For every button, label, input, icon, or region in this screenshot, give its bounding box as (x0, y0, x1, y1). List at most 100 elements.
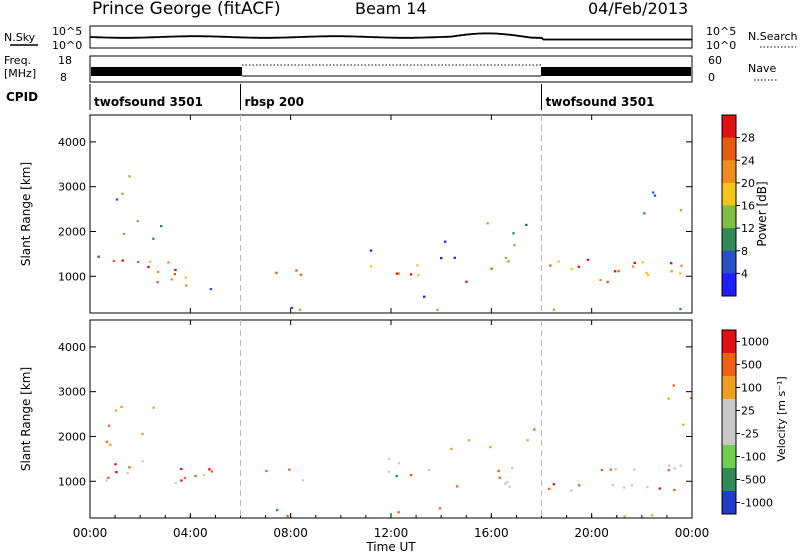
velocity-cell (265, 469, 268, 473)
power-cell (115, 198, 119, 201)
noise-right-bottom: 10^0 (706, 39, 736, 52)
power-cell (122, 232, 126, 236)
power-cell (486, 222, 489, 225)
y-tick-label: 2000 (58, 225, 86, 238)
velocity-cell (288, 468, 291, 471)
power-cell (552, 308, 556, 311)
velocity-cell (194, 474, 197, 478)
power-colorbar-swatch (722, 273, 736, 297)
x-axis-label: Time UT (365, 540, 416, 554)
velocity-colorbar: 1000 500 100 25 -25 -100 -500 -1000 (721, 329, 773, 515)
noise-right-top: 10^5 (706, 25, 736, 38)
power-colorbar-tick-label: 20 (741, 177, 755, 190)
x-tick-label: 08:00 (273, 526, 308, 540)
power-colorbar-tick-label: 12 (741, 222, 755, 235)
velocity-cell (672, 384, 675, 387)
velocity-cell (180, 479, 183, 482)
velocity-cell (107, 424, 111, 427)
velocity-colorbar-label: Velocity [m s⁻¹] (775, 376, 788, 461)
power-cell (652, 191, 655, 194)
power-cell (670, 270, 673, 273)
power-colorbar-label: Power [dB] (755, 181, 769, 246)
velocity-cell (630, 484, 634, 487)
y-tick-label: 2000 (58, 430, 86, 443)
power-cell (299, 273, 303, 276)
velocity-cell (120, 405, 123, 409)
x-tick-label: 00:00 (675, 526, 710, 540)
velocity-cell (202, 474, 206, 477)
velocity-cell (455, 485, 459, 488)
velocity-cell (690, 396, 693, 400)
velocity-cell (489, 446, 492, 449)
velocity-colorbar-swatch (722, 468, 736, 492)
power-cell (417, 274, 420, 277)
velocity-cell (174, 481, 177, 485)
velocity-cell (511, 466, 514, 470)
power-cell (557, 260, 560, 263)
cpid-mode-0: twofsound 3501 (94, 95, 203, 109)
velocity-cell (105, 479, 108, 482)
power-cell (613, 270, 617, 273)
power-cell (570, 267, 573, 271)
velocity-cell (210, 470, 214, 473)
velocity-colorbar-swatch (722, 491, 736, 515)
velocity-cell (438, 507, 442, 510)
velocity-colorbar-tick-label: 1000 (741, 336, 769, 349)
velocity-panel: 1000 2000 3000 4000 Slant Range [km] 1000 50… (19, 319, 788, 519)
x-tick-label: 00:00 (73, 526, 108, 540)
velocity-cell (397, 462, 401, 465)
power-cell (173, 273, 176, 276)
power-cell (641, 261, 644, 264)
power-cell (453, 256, 456, 259)
y-tick-label: 4000 (58, 136, 86, 149)
velocity-cell (548, 487, 551, 490)
power-ylabel: Slant Range [km] (19, 162, 33, 266)
noise-left-top: 10^5 (52, 25, 82, 38)
velocity-colorbar-swatch (722, 330, 736, 354)
power-colorbar-swatch (722, 137, 736, 161)
noise-left-label: N.Sky (4, 31, 36, 44)
velocity-cell (600, 468, 604, 472)
velocity-ylabel: Slant Range [km] (19, 367, 33, 471)
y-tick-label: 1000 (58, 270, 86, 283)
power-cell (504, 256, 508, 259)
power-cell (295, 269, 298, 272)
power-cell (586, 258, 590, 261)
station-title: Prince George (fitACF) (92, 0, 281, 19)
power-cell (436, 308, 439, 311)
velocity-cell (679, 464, 682, 467)
velocity-cell (427, 468, 431, 472)
freq-top: 18 (58, 54, 72, 67)
x-tick-label: 20:00 (574, 526, 609, 540)
velocity-cell (504, 482, 507, 485)
power-cell (670, 262, 673, 265)
freq-label: Freq. (4, 54, 31, 67)
velocity-cell (409, 474, 413, 477)
cpid-row: CPID twofsound 3501 rbsp 200 twofsound 350… (6, 84, 654, 110)
power-cell (170, 278, 173, 281)
power-colorbar-tick-label: 4 (741, 267, 748, 280)
date-title: 04/Feb/2013 (588, 0, 688, 18)
power-cell (275, 271, 278, 274)
velocity-colorbar-swatch (722, 445, 736, 469)
power-cell (647, 273, 650, 277)
power-colorbar-tick-label: 28 (741, 132, 755, 145)
power-cell (440, 257, 443, 260)
power-cell (112, 259, 116, 263)
velocity-cell (682, 423, 685, 426)
power-cell (290, 306, 294, 309)
power-cell (147, 265, 150, 268)
power-cell (679, 209, 683, 212)
noise-left-bottom: 10^0 (52, 39, 82, 52)
y-tick-label: 3000 (58, 181, 86, 194)
velocity-colorbar-swatch (722, 353, 736, 377)
y-tick-label: 4000 (58, 341, 86, 354)
velocity-cell (667, 469, 670, 472)
x-tick-label: 12:00 (374, 526, 409, 540)
velocity-cell (276, 508, 279, 512)
power-cell (631, 265, 635, 268)
velocity-cell (633, 468, 636, 471)
velocity-colorbar-swatch (722, 422, 736, 446)
velocity-cell (614, 468, 617, 471)
power-scatter (97, 175, 683, 311)
